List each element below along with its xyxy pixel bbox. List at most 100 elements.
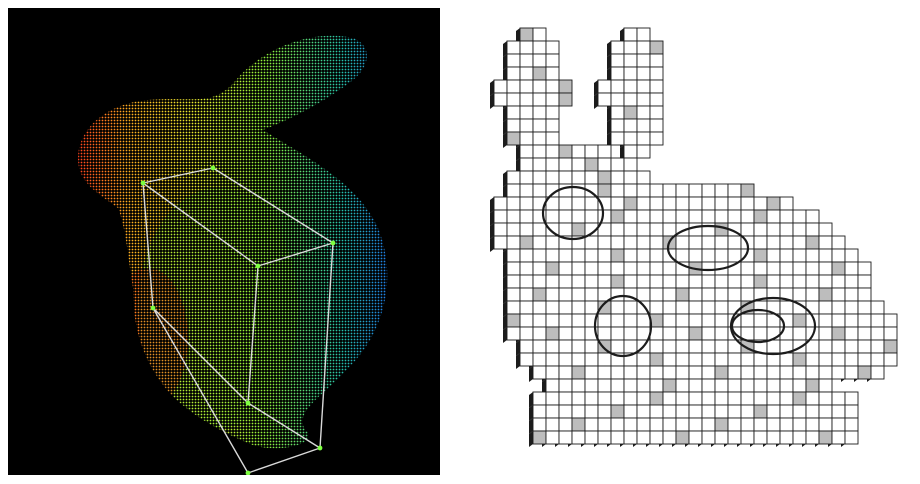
voxel [558,209,573,224]
voxel [519,326,534,341]
voxel [779,196,794,211]
voxel [532,157,547,172]
voxel [506,66,521,81]
voxel [714,313,729,328]
voxel [766,222,781,237]
voxel [753,261,768,276]
voxel [636,170,651,185]
voxel-side [503,54,507,70]
voxel [831,261,846,276]
voxel [636,183,651,198]
voxel [649,53,664,68]
voxel [727,378,742,393]
voxel [636,92,651,107]
voxel-side [529,431,533,447]
voxel [571,261,586,276]
voxel [532,27,547,42]
voxel [532,417,547,432]
voxel [610,417,625,432]
voxel [519,105,534,120]
voxel-side [607,106,611,122]
voxel [766,365,781,380]
voxel-side [503,67,507,83]
voxel [636,79,651,94]
voxel [779,352,794,367]
voxel [779,391,794,406]
voxel [584,196,599,211]
voxel [519,339,534,354]
voxel [818,430,833,445]
voxel [558,365,573,380]
box-edge [152,307,249,404]
box-edge [212,167,334,244]
voxel [883,339,898,354]
voxel [623,248,638,263]
box-vertex [210,165,216,171]
voxel [584,404,599,419]
voxel [805,209,820,224]
voxel [779,404,794,419]
voxel [688,391,703,406]
voxel [584,235,599,250]
voxel-side [529,418,533,434]
voxel-grid-panel [458,8,912,475]
voxel [649,378,664,393]
voxel [818,235,833,250]
voxel [714,209,729,224]
voxel [740,196,755,211]
voxel [558,339,573,354]
voxel [558,430,573,445]
voxel [857,352,872,367]
voxel-side [503,249,507,265]
voxel [506,118,521,133]
voxel [610,209,625,224]
voxel [545,157,560,172]
voxel-contour [730,308,786,344]
voxel [740,430,755,445]
voxel [844,417,859,432]
voxel [805,235,820,250]
voxel [571,365,586,380]
box-vertex [245,470,251,475]
voxel [740,313,755,328]
voxel [883,352,898,367]
voxel [883,313,898,328]
voxel [545,209,560,224]
voxel [623,209,638,224]
voxel-side [490,210,494,226]
voxel [610,196,625,211]
voxel [714,404,729,419]
voxel [675,378,690,393]
voxel-contour [541,185,605,241]
voxel [545,92,560,107]
voxel [766,430,781,445]
voxel [584,430,599,445]
voxel [519,248,534,263]
voxel [610,40,625,55]
voxel [597,170,612,185]
voxel [519,209,534,224]
voxel-side [607,132,611,148]
voxel [623,53,638,68]
voxel [831,274,846,289]
voxel [753,391,768,406]
voxel [701,196,716,211]
voxel [740,417,755,432]
box-edge [142,167,214,184]
voxel [714,300,729,315]
voxel [792,248,807,263]
voxel [610,79,625,94]
voxel [532,261,547,276]
voxel [649,404,664,419]
voxel [597,430,612,445]
voxel [792,261,807,276]
voxel [805,300,820,315]
voxel [805,222,820,237]
point-cloud-bunny [78,35,388,475]
voxel [610,300,625,315]
voxel [545,105,560,120]
voxel [623,235,638,250]
voxel-side [620,28,624,44]
voxel-side [516,145,520,161]
voxel [675,300,690,315]
